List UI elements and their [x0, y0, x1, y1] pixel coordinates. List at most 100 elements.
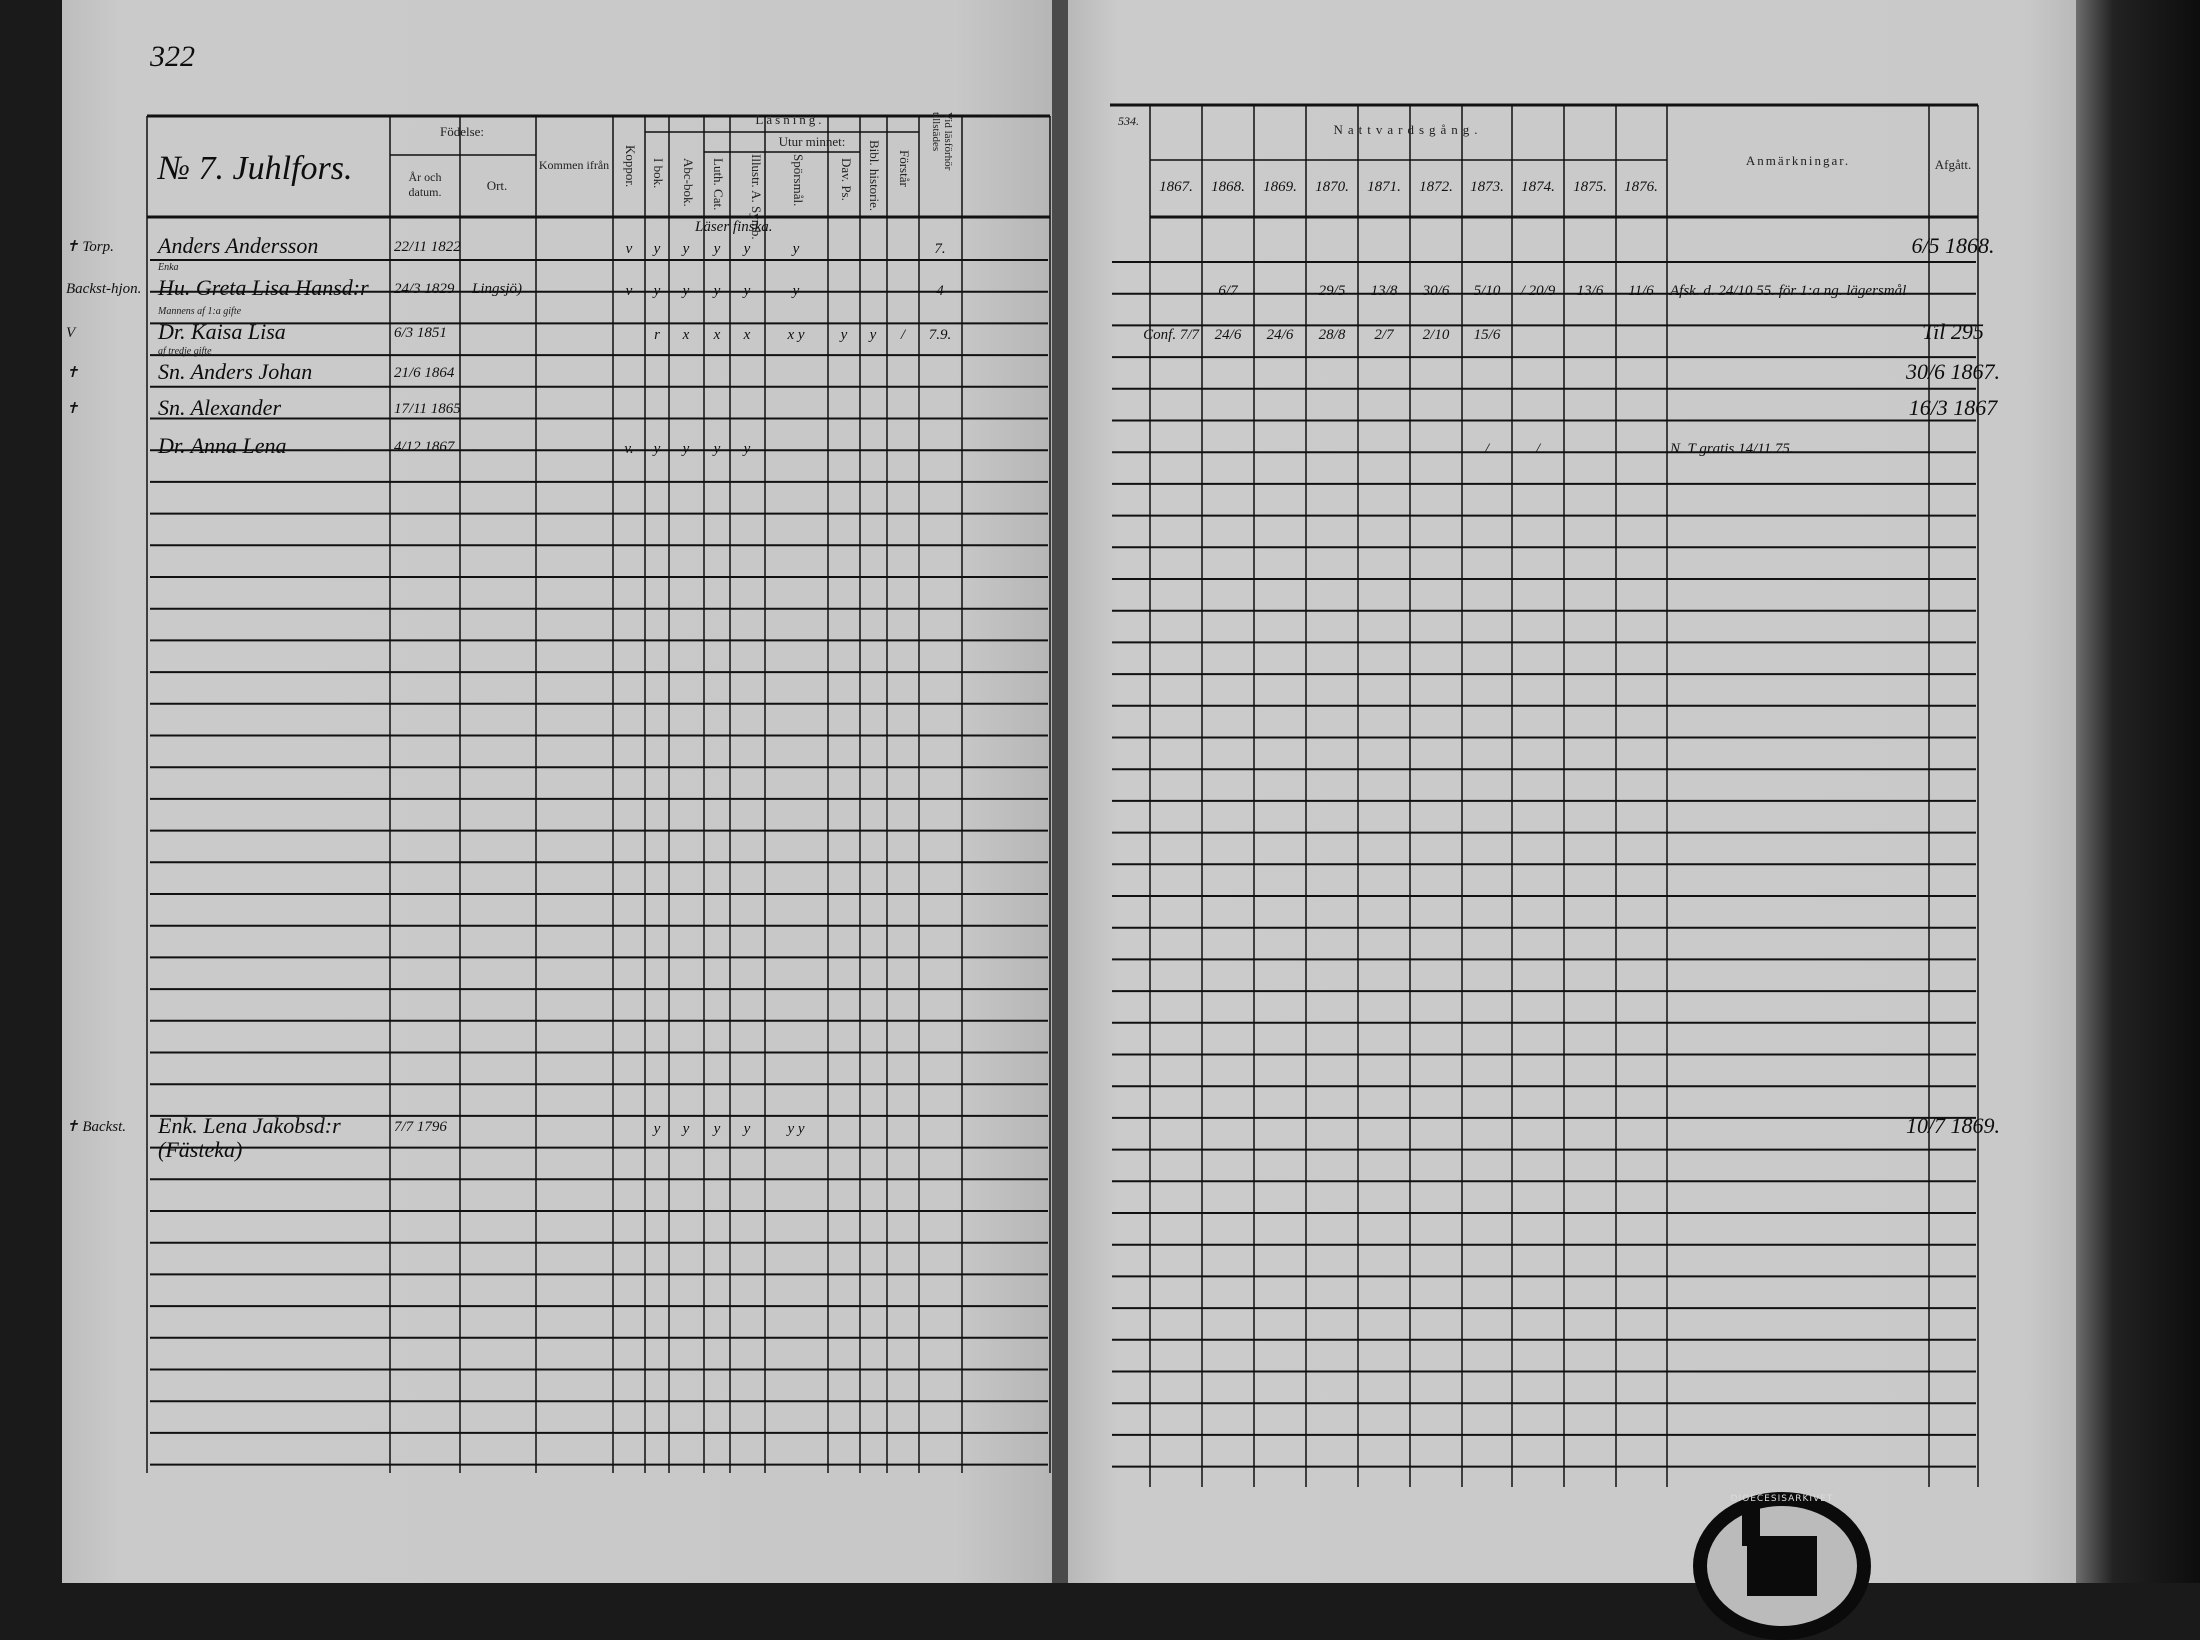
reading-mark-sporsmal: y [792, 283, 800, 299]
year-header: 1869. [1263, 179, 1297, 195]
header-communion: Nattvardsgång. [1333, 122, 1483, 137]
communion-date: / [1484, 441, 1490, 457]
reading-mark-forstar: / [900, 327, 906, 343]
header-questions: Spörsmål. [791, 154, 806, 207]
header-by-heart: Utur minnet: [778, 134, 846, 149]
row-margin-note: ✝ [66, 401, 79, 417]
reading-mark-illustr: y [743, 1121, 751, 1137]
right-page [1068, 0, 2076, 1583]
year-header: 1868. [1211, 179, 1245, 195]
row-margin-note: ✝ Backst. [66, 1119, 127, 1135]
header-illustr: Illustr. A. Symb. [749, 154, 764, 240]
reading-note: Läser finska. [695, 219, 773, 235]
reading-mark-i_bok: y [653, 283, 661, 299]
header-present: Vid läsförhör tillstädes [930, 112, 954, 171]
year-header: 1867. [1159, 179, 1193, 195]
communion-date: 15/6 [1473, 327, 1501, 343]
row-note-above: Mannens af 1:a gifte [158, 306, 242, 317]
year-header: 1876. [1624, 179, 1658, 195]
departed-date: 16/3 1867 [1908, 395, 1998, 420]
page-number-left: 322 [150, 40, 195, 73]
remarks-text: Afsk. d. 24/10 55. för 1:a ng. lägersmål [1670, 283, 1907, 299]
communion-date: 13/8 [1370, 283, 1398, 299]
birth-date: 24/3 1829 [394, 281, 455, 297]
header-understands: Förstår [897, 150, 912, 187]
reading-mark-sporsmal: x y [787, 327, 805, 343]
page-edge-shadow [2076, 0, 2200, 1583]
reading-mark-abc: y [682, 441, 690, 457]
row-margin-note: ✝ [66, 365, 79, 381]
reading-mark-illustr: x [743, 327, 751, 343]
communion-date: / 20/9 [1520, 283, 1556, 299]
reading-mark-luth: y [713, 283, 721, 299]
remarks-text: N. T gratis 14/11 75. [1670, 441, 1794, 457]
communion-date: Conf. 7/7 [1143, 327, 1199, 343]
year-header: 1870. [1315, 179, 1349, 195]
page-number-right: 534. [1118, 114, 1139, 128]
reading-mark-vid: 7.9. [928, 327, 952, 343]
communion-date: 6/7 [1218, 283, 1238, 299]
reading-mark-sporsmal: y y [787, 1121, 805, 1137]
header-birth-date: År och datum. [408, 170, 442, 199]
departed-date: 10/7 1869. [1905, 1113, 2001, 1138]
header-came-from: Kommen ifrån [538, 158, 610, 172]
book-gutter [1052, 0, 1068, 1583]
birth-date: 22/11 1822 [394, 239, 461, 255]
communion-date: 24/6 [1214, 327, 1242, 343]
reading-mark-koppor: v [625, 241, 633, 257]
communion-date: 13/6 [1576, 283, 1604, 299]
year-header: 1872. [1419, 179, 1453, 195]
communion-date: 2/7 [1374, 327, 1394, 343]
row-note-above: af tredje gifte [158, 346, 212, 357]
reading-mark-abc: x [682, 327, 690, 343]
header-birth-place: Ort. [486, 178, 508, 193]
stamp-text: DIOECESISARKIVET [1730, 1494, 1834, 1504]
year-header: 1873. [1470, 179, 1504, 195]
archive-stamp: DIOECESISARKIVET [1693, 1492, 1871, 1640]
communion-date: 2/10 [1422, 327, 1450, 343]
person-name: Anders Andersson [158, 233, 319, 258]
reading-mark-luth: y [713, 1121, 721, 1137]
stamp-church [1747, 1536, 1817, 1596]
reading-mark-luth: x [713, 327, 721, 343]
person-name: Sn. Anders Johan [158, 359, 313, 384]
reading-mark-abc: y [682, 283, 690, 299]
header-bible-history: Bibl. historie. [867, 140, 882, 212]
birth-date: 4/12 1867 [394, 439, 455, 455]
reading-mark-dav: y [840, 327, 848, 343]
left-page [62, 0, 1054, 1583]
reading-mark-vid: 4 [936, 283, 944, 299]
person-name: Sn. Alexander [158, 395, 282, 420]
reading-mark-illustr: y [743, 241, 751, 257]
reading-mark-luth: y [713, 241, 721, 257]
year-header: 1871. [1367, 179, 1401, 195]
header-departed: Afgått. [1934, 157, 1972, 172]
person-name: Hu. Greta Lisa Hansd:r [158, 275, 369, 300]
header-remarks: Anmärkningar. [1745, 153, 1851, 168]
birth-date: 17/11 1865 [394, 401, 461, 417]
reading-mark-sporsmal: y [792, 241, 800, 257]
departed-date: Til 295 [1922, 319, 1984, 344]
communion-date: 11/6 [1628, 283, 1654, 299]
departed-date: 30/6 1867. [1905, 359, 2001, 384]
year-header: 1875. [1573, 179, 1607, 195]
year-header: 1874. [1521, 179, 1555, 195]
reading-mark-illustr: y [743, 441, 751, 457]
ledger-grid [0, 0, 2200, 1583]
birth-date: 21/6 1864 [394, 365, 455, 381]
header-abc-book: Abc-bok. [681, 158, 696, 207]
communion-date: / [1535, 441, 1541, 457]
household-title: № 7. Juhlfors. [158, 150, 353, 187]
person-name: Dr. Kaisa Lisa [158, 319, 286, 344]
reading-mark-bibl: y [869, 327, 877, 343]
header-luth-cat: Luth. Cat. [711, 158, 726, 211]
birth-date: 6/3 1851 [394, 325, 447, 341]
communion-date: 24/6 [1266, 327, 1294, 343]
reading-mark-i_bok: r [654, 327, 660, 343]
row-note-above: Enka [158, 262, 179, 273]
row-margin-note: Backst-hjon. [66, 281, 142, 297]
birth-place: Lingsjö) [472, 281, 523, 297]
communion-date: 28/8 [1318, 327, 1346, 343]
reading-mark-koppor: v [625, 283, 633, 299]
departed-date: 6/5 1868. [1911, 233, 1995, 258]
